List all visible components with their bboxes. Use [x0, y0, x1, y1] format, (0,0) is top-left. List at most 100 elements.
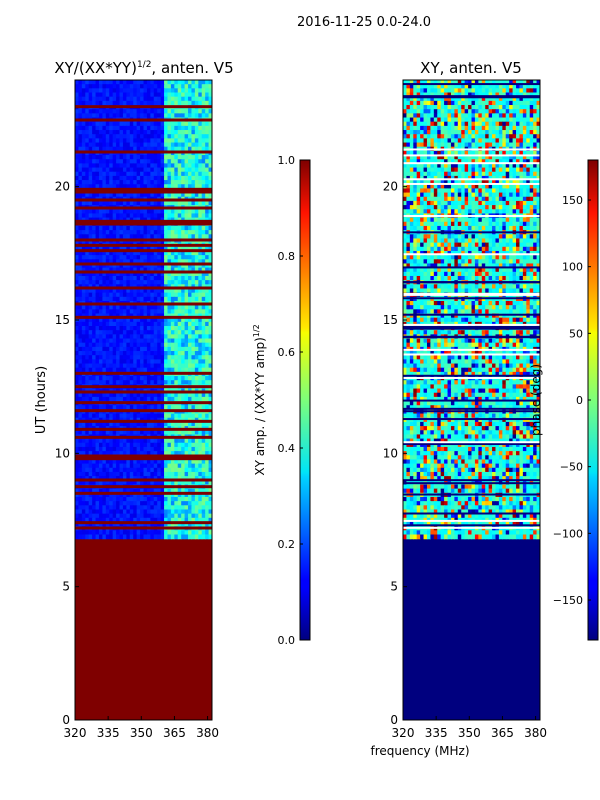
heatmap-cell: [184, 363, 189, 369]
heatmap-cell: [177, 517, 182, 523]
heatmap-cell: [136, 405, 141, 411]
heatmap-cell: [105, 200, 110, 206]
heatmap-cell: [81, 296, 86, 302]
heatmap-cell: [150, 263, 155, 269]
heatmap-cell: [167, 138, 172, 144]
heatmap-cell: [98, 505, 103, 511]
heatmap-cell: [102, 155, 107, 160]
heatmap-cell: [153, 159, 158, 164]
heatmap-cell: [143, 255, 148, 260]
heatmap-cell: [201, 392, 206, 398]
heatmap-cell: [105, 396, 110, 402]
heatmap-cell: [160, 438, 165, 444]
heatmap-cell: [157, 305, 162, 310]
heatmap-cell: [95, 376, 100, 381]
heatmap-cell: [177, 421, 182, 427]
heatmap-cell: [92, 292, 97, 298]
heatmap-cell: [198, 250, 203, 256]
heatmap-cell: [208, 267, 212, 273]
heatmap-cell: [164, 184, 169, 190]
heatmap-cell: [150, 367, 155, 373]
heatmap-cell: [160, 451, 165, 456]
heatmap-cell: [92, 309, 97, 315]
heatmap-cell: [129, 321, 134, 327]
heatmap-cell: [143, 100, 148, 106]
heatmap-cell: [146, 309, 151, 315]
heatmap-cell: [164, 459, 169, 465]
heatmap-cell: [92, 113, 97, 119]
heatmap-cell: [112, 467, 117, 473]
heatmap-cell: [112, 442, 117, 448]
heatmap-cell: [167, 534, 172, 540]
heatmap-cell: [406, 109, 411, 114]
heatmap-cell: [116, 351, 121, 356]
heatmap-cell: [81, 96, 86, 102]
heatmap-cell: [112, 296, 117, 302]
flagged-row: [75, 150, 212, 154]
heatmap-cell: [170, 280, 175, 285]
heatmap-cell: [157, 234, 162, 240]
heatmap-cell: [143, 363, 148, 369]
heatmap-cell: [78, 321, 83, 327]
heatmap-cell: [129, 492, 134, 498]
heatmap-cell: [150, 180, 155, 185]
heatmap-cell: [194, 225, 199, 231]
heatmap-cell: [126, 100, 131, 106]
heatmap-cell: [191, 200, 196, 206]
heatmap-cell: [536, 92, 540, 98]
heatmap-cell: [119, 288, 124, 294]
heatmap-cell: [109, 100, 114, 106]
heatmap-cell: [75, 505, 80, 511]
heatmap-cell: [526, 80, 531, 85]
heatmap-cell: [181, 509, 186, 515]
heatmap-cell: [85, 267, 90, 273]
heatmap-cell: [92, 321, 97, 327]
heatmap-cell: [75, 459, 80, 465]
heatmap-cell: [191, 421, 196, 427]
heatmap-cell: [122, 263, 127, 269]
heatmap-cell: [174, 96, 179, 102]
flagged-row: [75, 198, 212, 202]
heatmap-cell: [98, 100, 103, 106]
heatmap-cell: [88, 92, 93, 98]
heatmap-cell: [485, 105, 490, 110]
heatmap-cell: [157, 309, 162, 315]
heatmap-cell: [208, 88, 212, 94]
heatmap-cell: [88, 451, 93, 456]
heatmap-cell: [116, 155, 121, 160]
heatmap-cell: [201, 317, 206, 323]
heatmap-cell: [208, 346, 212, 352]
heatmap-cell: [164, 159, 169, 164]
heatmap-cell: [126, 459, 131, 465]
heatmap-cell: [170, 121, 175, 127]
heatmap-cell: [184, 321, 189, 327]
heatmap-cell: [109, 496, 114, 502]
heatmap-cell: [160, 155, 165, 160]
heatmap-cell: [133, 263, 138, 269]
heatmap-cell: [177, 471, 182, 477]
heatmap-cell: [109, 113, 114, 119]
heatmap-cell: [129, 288, 134, 294]
heatmap-cell: [112, 146, 117, 152]
heatmap-cell: [119, 326, 124, 331]
heatmap-cell: [170, 88, 175, 94]
heatmap-cell: [208, 280, 212, 285]
heatmap-cell: [184, 496, 189, 502]
heatmap-cell: [150, 521, 155, 527]
heatmap-cell: [112, 367, 117, 373]
heatmap-cell: [126, 505, 131, 511]
heatmap-cell: [81, 134, 86, 139]
heatmap-cell: [170, 471, 175, 477]
y-tick-label: 10: [55, 446, 70, 460]
heatmap-cell: [208, 501, 212, 506]
heatmap-cell: [119, 80, 124, 85]
heatmap-cell: [140, 305, 145, 310]
heatmap-cell: [75, 171, 80, 177]
heatmap-cell: [450, 88, 455, 94]
heatmap-cell: [85, 167, 90, 173]
heatmap-cell: [208, 492, 212, 498]
heatmap-cell: [153, 501, 158, 506]
heatmap-cell: [95, 92, 100, 98]
heatmap-cell: [205, 275, 210, 281]
heatmap-cell: [198, 146, 203, 152]
